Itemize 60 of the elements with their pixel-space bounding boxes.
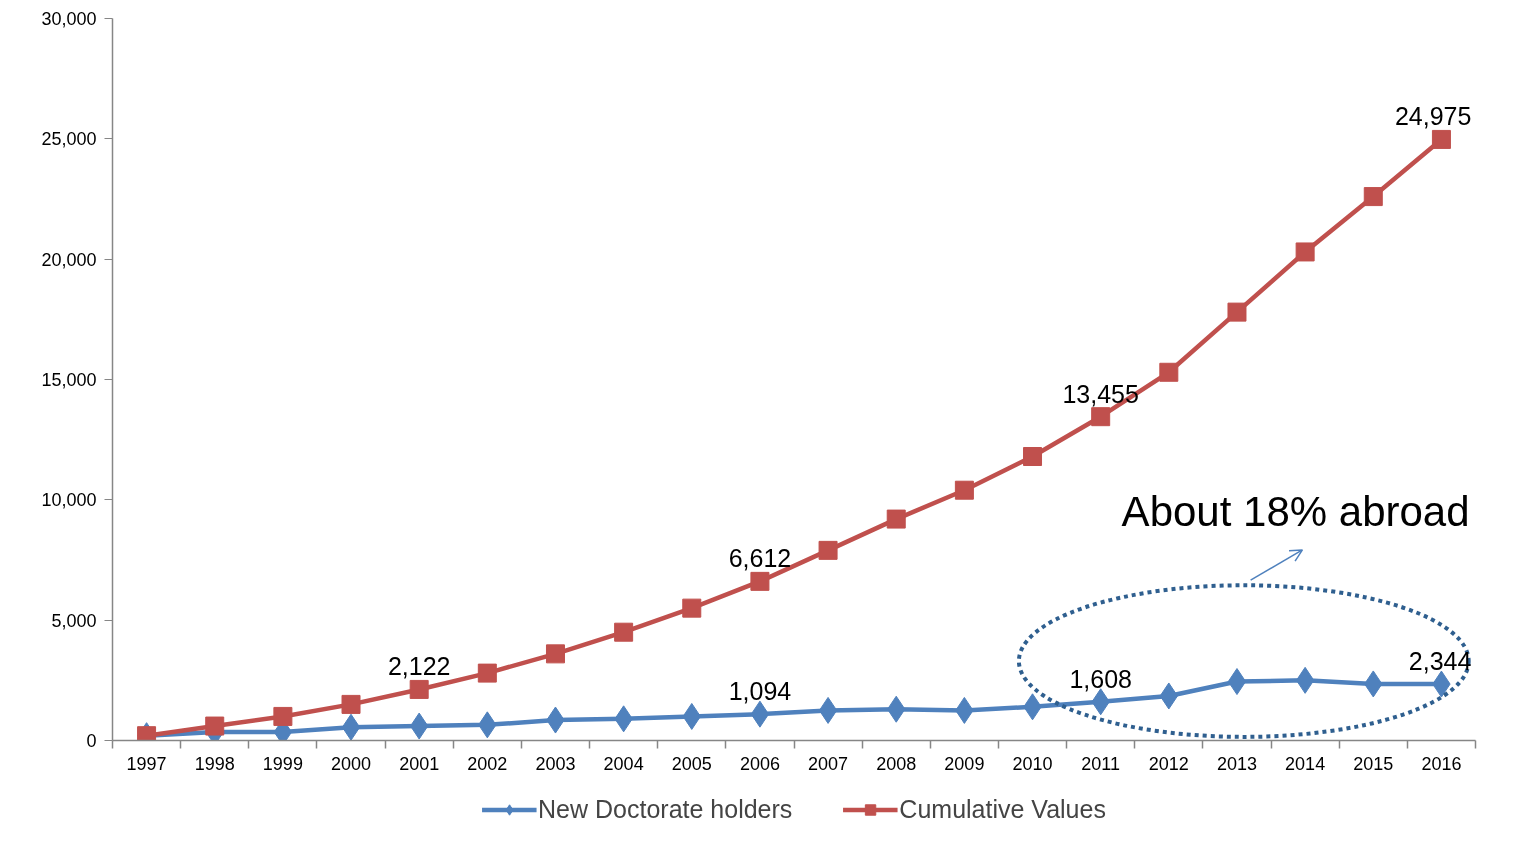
y-tick-label: 25,000	[41, 129, 97, 150]
point	[477, 663, 497, 683]
data-label: 2,122	[387, 652, 451, 681]
data-label: 1,094	[728, 677, 792, 706]
data-label: 2,344	[1408, 647, 1472, 676]
y-tick-label: 15,000	[41, 370, 97, 390]
annotation: About 18% abroad	[1121, 487, 1470, 535]
point	[273, 706, 293, 726]
point	[1023, 447, 1043, 467]
x-tick-label: 2010	[1012, 753, 1053, 774]
point	[1363, 187, 1383, 207]
point	[205, 716, 225, 736]
x-tick-label: 2016	[1421, 753, 1462, 774]
data-label: 24,975	[1394, 102, 1472, 131]
x-tick-label: 2002	[467, 753, 508, 774]
y-tick-label: 20,000	[41, 249, 97, 270]
x-tick-label: 2012	[1148, 753, 1189, 774]
x-tick-label: 1998	[194, 753, 235, 774]
x-tick-label: 2006	[739, 753, 780, 774]
x-tick-label: 2011	[1081, 753, 1121, 774]
x-tick-label: 1997	[126, 753, 167, 774]
x-tick-label: 2001	[399, 753, 440, 774]
x-tick-label: 2013	[1216, 753, 1257, 774]
x-tick-label: 2015	[1353, 753, 1394, 774]
y-tick-label: 0	[86, 731, 97, 751]
point	[1159, 362, 1179, 382]
y-tick-label: 5,000	[51, 610, 97, 631]
legend-label: Cumulative Values	[899, 794, 1106, 824]
point	[750, 571, 770, 591]
data-label: 1,608	[1069, 664, 1132, 693]
point	[1091, 407, 1111, 427]
data-label: 13,455	[1062, 379, 1139, 408]
point	[1295, 242, 1315, 262]
point	[341, 713, 361, 741]
point	[682, 598, 702, 618]
x-tick-label: 2007	[808, 753, 849, 774]
x-tick-label: 2004	[603, 753, 644, 774]
x-tick-label: 2005	[671, 753, 712, 774]
point	[545, 644, 565, 664]
point	[341, 694, 361, 714]
x-tick-label: 2008	[876, 753, 917, 774]
point	[818, 540, 838, 560]
point	[818, 696, 838, 724]
point	[614, 622, 634, 642]
legend-label: New Doctorate holders	[538, 794, 793, 824]
point	[954, 480, 974, 500]
point	[886, 509, 906, 529]
point	[1295, 666, 1315, 694]
point	[409, 679, 429, 699]
x-tick-label: 2009	[944, 753, 985, 774]
point	[1227, 302, 1247, 322]
point	[1431, 129, 1451, 149]
point	[1227, 668, 1247, 696]
y-tick-label: 30,000	[41, 9, 97, 29]
data-label: 6,612	[728, 544, 792, 573]
x-tick-label: 2014	[1285, 753, 1326, 774]
x-tick-label: 1999	[262, 753, 303, 774]
x-tick-label: 2003	[535, 753, 576, 774]
x-tick-label: 2000	[331, 753, 372, 774]
y-tick-label: 10,000	[41, 490, 97, 511]
